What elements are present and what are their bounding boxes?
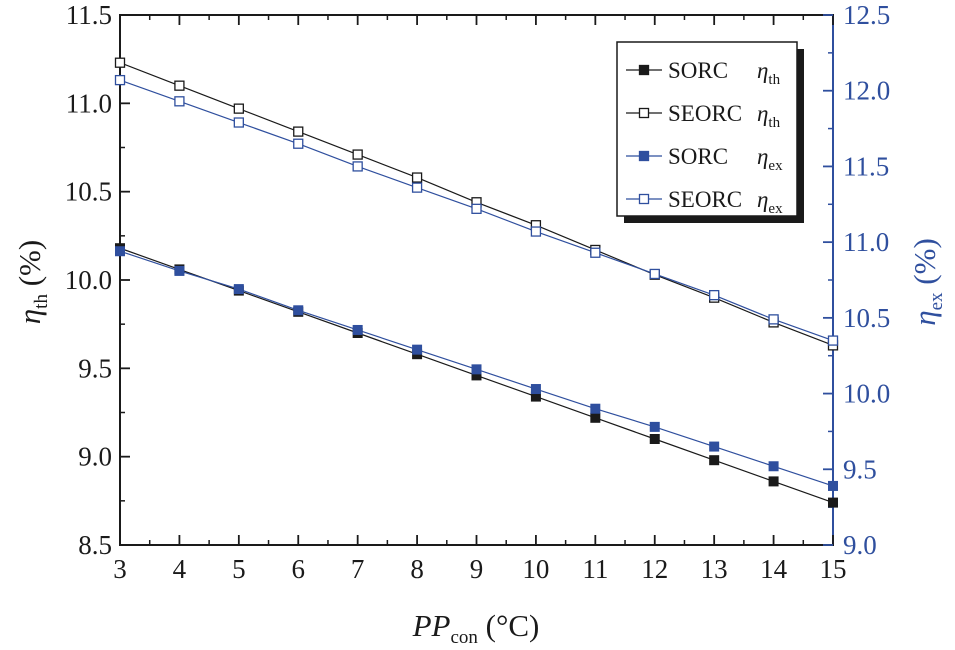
data-point-seorc-th: [293, 126, 304, 137]
x-tick-label: 3: [113, 554, 127, 584]
legend-marker: [638, 193, 650, 205]
data-point-seorc-th: [352, 149, 363, 160]
markers-layer: [114, 57, 839, 508]
y-left-tick-label: 9.0: [78, 442, 112, 472]
data-point-sorc-ex: [471, 364, 482, 375]
legend-label: SEORC: [668, 101, 742, 126]
data-point-sorc-ex: [233, 284, 244, 295]
data-point-seorc-th: [174, 80, 185, 91]
x-axis-title: PPcon (°C): [412, 608, 540, 648]
y-right-tick-label: 10.5: [843, 303, 890, 333]
y-left-tick-label: 10.0: [65, 265, 112, 295]
x-tick-label: 8: [410, 554, 424, 584]
x-tick-label: 9: [470, 554, 484, 584]
data-point-sorc-th: [828, 497, 838, 508]
y-left-tick-label: 10.5: [65, 177, 112, 207]
data-point-seorc-ex: [768, 314, 779, 325]
y-left-axis-title: ηth (%): [12, 240, 52, 324]
data-point-seorc-th: [411, 172, 423, 183]
data-point-sorc-ex: [709, 441, 720, 452]
y-left-tick-label: 11.5: [66, 0, 112, 30]
data-point-sorc-th: [590, 412, 601, 423]
legend-marker: [638, 107, 650, 119]
x-tick-label: 11: [582, 554, 608, 584]
x-tick-label: 5: [232, 554, 246, 584]
data-point-seorc-th: [233, 103, 244, 114]
data-point-seorc-ex: [114, 74, 126, 86]
y-left-tick-label: 8.5: [78, 530, 112, 560]
data-point-seorc-ex: [709, 289, 720, 301]
legend-symbol: ηth: [757, 58, 781, 88]
y-left-tick-label: 11.0: [66, 88, 112, 118]
y-right-tick-label: 10.0: [843, 379, 890, 409]
y-right-tick-label: 12.0: [843, 76, 890, 106]
data-point-sorc-ex: [530, 384, 541, 395]
data-point-sorc-th: [768, 476, 779, 487]
data-point-seorc-ex: [471, 203, 482, 214]
y-right-axis-title: ηex (%): [907, 238, 947, 326]
y-right-tick-label: 9.0: [843, 530, 877, 560]
ticks-layer: 3 4 5 6 7 8 9 10 11 12 13 14 15 8.5 9.0 9.5 10.0 10.5 11.0…: [65, 0, 891, 584]
legend-symbol: ηth: [757, 101, 781, 131]
data-point-seorc-ex: [649, 268, 660, 280]
data-point-seorc-ex: [174, 96, 185, 107]
data-point-seorc-ex: [233, 117, 244, 128]
legend-symbol: ηex: [757, 144, 783, 174]
x-tick-label: 15: [820, 554, 847, 584]
data-point-sorc-ex: [412, 344, 423, 355]
legend-items: SORC ηth SEORC ηth SORC ηex SEORC ηex: [626, 58, 783, 217]
x-tick-label: 14: [760, 554, 788, 584]
legend-marker: [638, 150, 650, 162]
data-point-sorc-ex: [828, 480, 838, 491]
data-point-sorc-ex: [174, 265, 185, 276]
x-tick-label: 4: [173, 554, 187, 584]
x-tick-label: 6: [292, 554, 306, 584]
data-point-seorc-ex: [411, 182, 423, 193]
y-right-tick-label: 11.5: [843, 151, 889, 181]
legend-symbol: ηex: [757, 187, 783, 217]
data-point-seorc-ex: [530, 226, 542, 237]
data-point-seorc-ex: [590, 247, 601, 258]
y-right-tick-label: 11.0: [843, 227, 889, 257]
x-tick-label: 13: [701, 554, 728, 584]
y-left-tick-label: 9.5: [78, 353, 112, 383]
legend: SORC ηth SEORC ηth SORC ηex SEORC ηex: [616, 41, 804, 223]
data-point-sorc-th: [709, 455, 720, 466]
data-point-sorc-ex: [115, 246, 125, 257]
data-point-sorc-th: [649, 434, 660, 444]
x-tick-label: 7: [351, 554, 365, 584]
legend-marker: [638, 64, 650, 76]
x-tick-label: 10: [522, 554, 549, 584]
data-point-sorc-ex: [590, 403, 601, 414]
y-right-tick-label: 9.5: [843, 454, 877, 484]
data-point-seorc-ex: [293, 138, 304, 149]
data-point-seorc-th: [114, 57, 126, 68]
x-tick-label: 12: [641, 554, 668, 584]
data-point-sorc-ex: [768, 461, 779, 472]
data-point-seorc-ex: [352, 161, 363, 172]
legend-label: SORC: [668, 144, 728, 169]
data-point-sorc-ex: [352, 324, 363, 335]
legend-label: SEORC: [668, 187, 742, 212]
data-point-sorc-ex: [293, 305, 304, 316]
data-point-sorc-ex: [649, 421, 660, 432]
y-right-tick-label: 12.5: [843, 0, 890, 30]
legend-label: SORC: [668, 58, 728, 83]
data-point-seorc-ex: [827, 335, 839, 346]
